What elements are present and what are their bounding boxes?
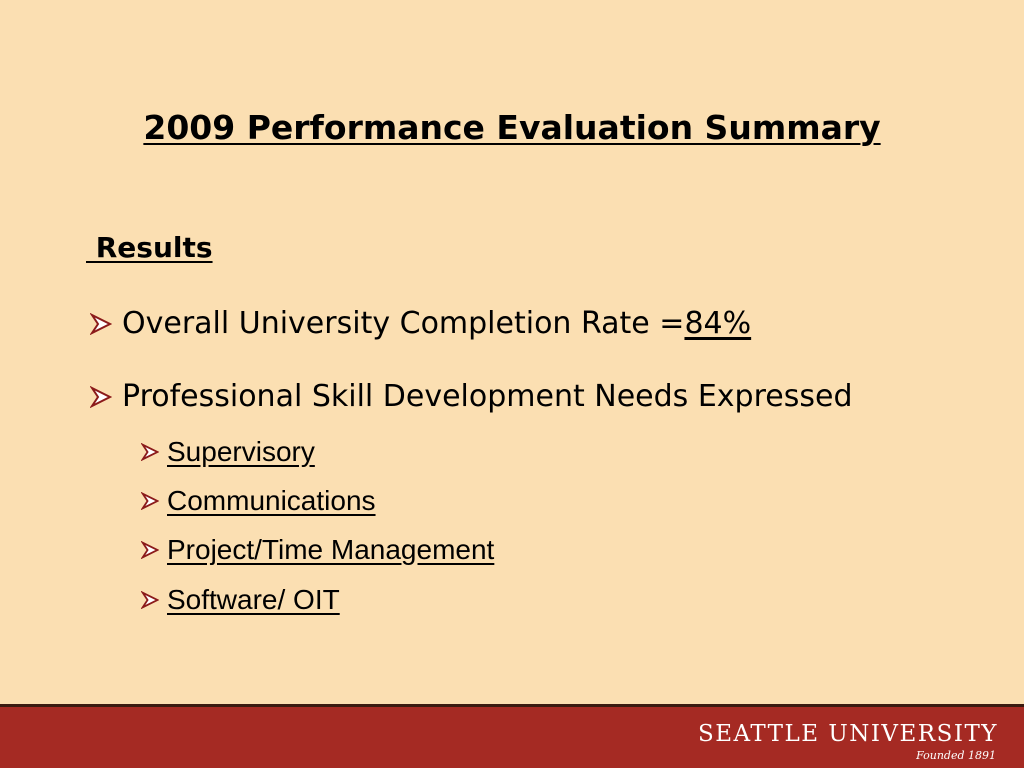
university-logo-text: SEATTLE UNIVERSITY xyxy=(697,721,998,747)
sub-bullet-text: Software/ OIT xyxy=(167,584,340,615)
sub-bullet-software-oit: Software/ OIT xyxy=(141,584,340,616)
footer-bar: SEATTLE UNIVERSITY Founded 1891 xyxy=(0,707,1024,768)
slide-title: 2009 Performance Evaluation Summary xyxy=(143,108,881,147)
arrow-bullet-icon xyxy=(141,591,159,609)
sub-bullet-project-time: Project/Time Management xyxy=(141,534,494,566)
sub-bullet-text: Communications xyxy=(167,485,376,516)
sub-bullet-text: Supervisory xyxy=(167,436,315,467)
arrow-bullet-icon xyxy=(90,312,112,335)
bullet-text: Overall University Completion Rate = xyxy=(122,306,685,341)
arrow-bullet-icon xyxy=(90,385,112,408)
footer-divider xyxy=(0,704,1024,707)
founded-tagline: Founded 1891 xyxy=(916,749,996,762)
bullet-skill-needs: Professional Skill Development Needs Exp… xyxy=(90,379,853,414)
bullet-completion-rate: Overall University Completion Rate = 84% xyxy=(90,306,751,341)
bullet-text: Professional Skill Development Needs Exp… xyxy=(122,379,853,414)
sub-bullet-communications: Communications xyxy=(141,485,376,517)
completion-rate-value: 84% xyxy=(684,306,752,341)
sub-bullet-supervisory: Supervisory xyxy=(141,436,315,468)
arrow-bullet-icon xyxy=(141,541,159,559)
sub-bullet-text: Project/Time Management xyxy=(167,534,495,565)
arrow-bullet-icon xyxy=(141,443,159,461)
section-heading: Results xyxy=(86,231,213,264)
arrow-bullet-icon xyxy=(141,492,159,510)
